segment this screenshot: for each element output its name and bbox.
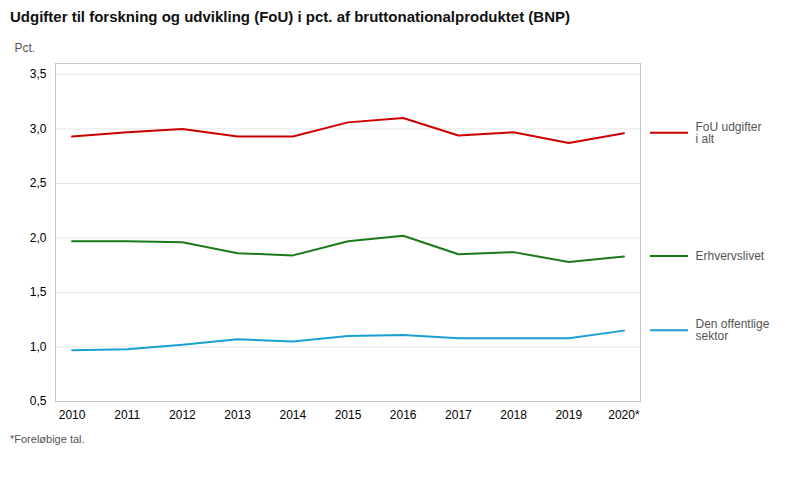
svg-text:2,5: 2,5 <box>30 176 47 190</box>
svg-text:Pct.: Pct. <box>15 41 36 55</box>
svg-text:Den offentligesektor: Den offentligesektor <box>696 317 770 343</box>
svg-text:3,5: 3,5 <box>30 67 47 81</box>
svg-text:1,0: 1,0 <box>30 340 47 354</box>
svg-text:2015: 2015 <box>335 408 362 422</box>
svg-text:2012: 2012 <box>169 408 196 422</box>
svg-text:2011: 2011 <box>114 408 140 422</box>
html-text:*Foreløbige tal.: *Foreløbige tal. <box>10 433 85 445</box>
svg-text:2020*: 2020* <box>608 408 640 422</box>
html-text:Udgifter til forskning og udvi: Udgifter til forskning og udvikling (FoU… <box>10 8 570 25</box>
svg-text:2,0: 2,0 <box>30 231 47 245</box>
svg-text:0,5: 0,5 <box>30 394 47 408</box>
svg-text:2018: 2018 <box>500 408 527 422</box>
svg-text:2010: 2010 <box>59 408 86 422</box>
svg-text:3,0: 3,0 <box>30 122 47 136</box>
svg-text:Erhvervslivet: Erhvervslivet <box>696 249 765 263</box>
svg-text:1,5: 1,5 <box>30 285 47 299</box>
svg-text:2014: 2014 <box>279 408 306 422</box>
svg-text:2017: 2017 <box>445 408 472 422</box>
svg-text:2016: 2016 <box>390 408 417 422</box>
svg-text:FoU udgifteri alt: FoU udgifteri alt <box>696 120 762 146</box>
svg-text:2013: 2013 <box>224 408 251 422</box>
svg-text:2019: 2019 <box>555 408 582 422</box>
